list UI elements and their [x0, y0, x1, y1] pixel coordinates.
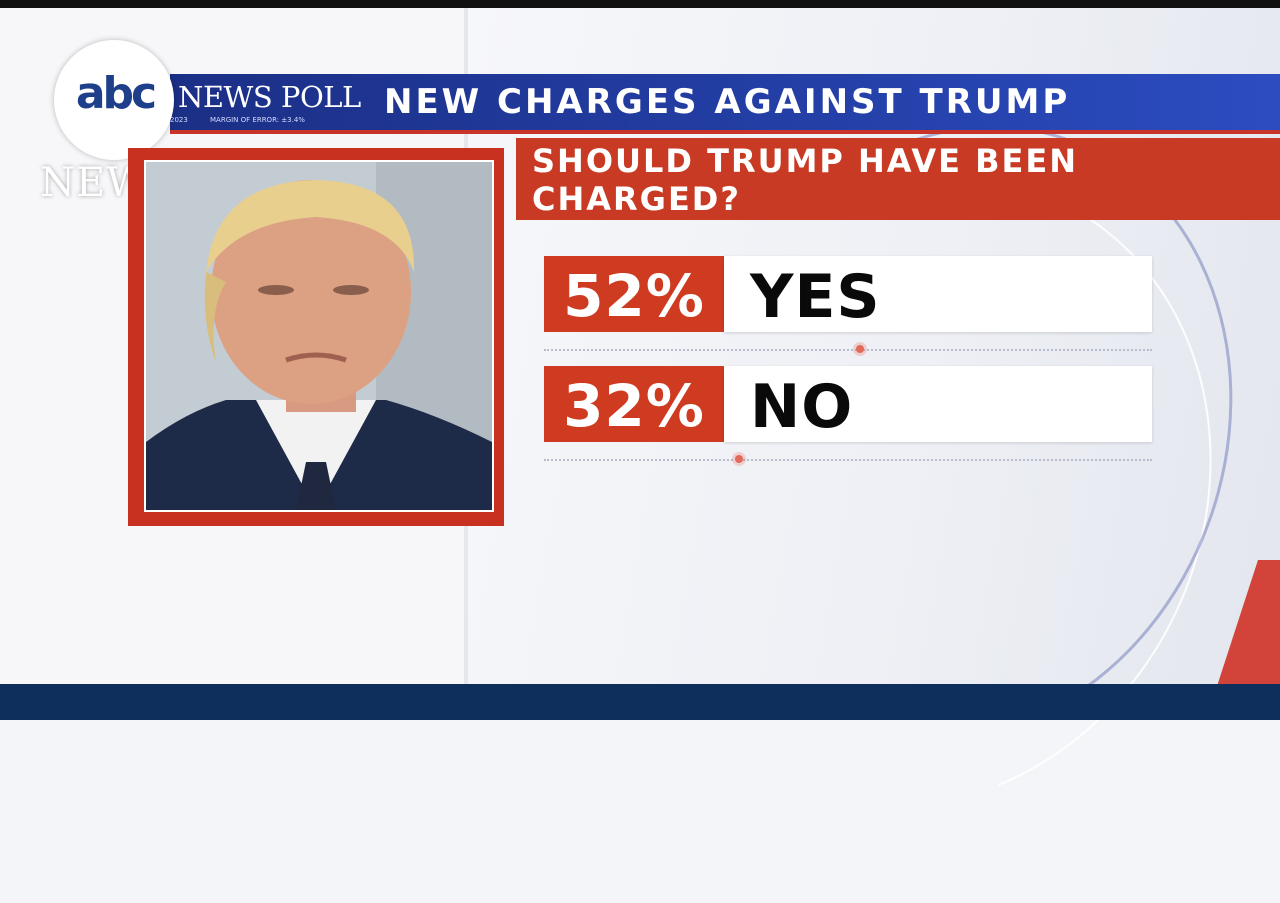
percent-box — [544, 366, 724, 442]
result-bar-marker — [856, 345, 865, 353]
poll-date: 2023 — [170, 116, 188, 124]
result-label: YES — [750, 262, 881, 332]
portrait-illustration — [146, 162, 492, 510]
label-box — [724, 366, 1152, 442]
result-row-no: 32% NO — [544, 366, 1152, 442]
result-label: NO — [750, 372, 854, 442]
portrait-image — [146, 162, 492, 510]
result-row-yes: 52% YES — [544, 256, 1152, 332]
label-box — [724, 256, 1152, 332]
question-text: SHOULD TRUMP HAVE BEEN CHARGED? — [532, 142, 1079, 218]
top-strip — [0, 0, 1280, 8]
result-bar-marker — [734, 455, 743, 463]
result-bar-track — [544, 459, 1152, 461]
question-banner — [516, 138, 1280, 220]
header-title: NEW CHARGES AGAINST TRUMP — [384, 82, 1071, 122]
result-percent: 52% — [563, 262, 705, 330]
abc-logo-icon — [54, 40, 174, 160]
percent-box — [544, 256, 724, 332]
bottom-bar — [0, 684, 1280, 720]
header-bar — [170, 74, 1280, 134]
logo-text: abc — [75, 68, 157, 119]
result-bar-track — [544, 349, 1152, 351]
margin-of-error: MARGIN OF ERROR: ±3.4% — [210, 116, 305, 124]
result-percent: 32% — [563, 372, 705, 440]
poll-label: NEWS POLL — [178, 80, 361, 114]
